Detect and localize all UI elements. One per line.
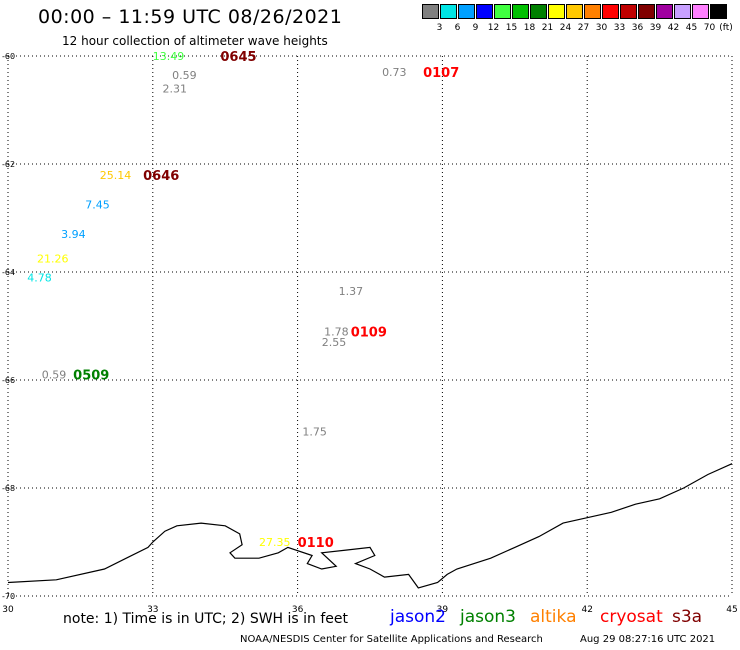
antarctic-coastline: [7, 463, 733, 589]
legend-label: 39: [649, 23, 662, 33]
legend-label: 21: [541, 23, 554, 33]
legend-label: 24: [559, 23, 572, 33]
legend-label: 9: [472, 23, 479, 33]
legend-label: 27: [577, 23, 590, 33]
legend-label: 33: [613, 23, 626, 33]
pass-time: 0109: [351, 325, 387, 340]
lat-lon-grid: [7, 55, 733, 597]
satellite-altika: altika: [530, 607, 577, 627]
latitude-label: -60: [2, 52, 15, 61]
pass-time: 0646: [143, 169, 179, 184]
longitude-label: 45: [726, 605, 737, 615]
longitude-label: 33: [147, 605, 158, 615]
generation-timestamp: Aug 29 08:27:16 UTC 2021: [580, 634, 716, 645]
wave-height-value: 21.26: [37, 253, 69, 266]
legend-label: 18: [523, 23, 536, 33]
legend-swatch: [530, 4, 547, 19]
legend-label: 12: [487, 23, 500, 33]
legend-label: 3: [436, 23, 443, 33]
legend-swatch: [584, 4, 601, 19]
wave-height-value: 4.78: [27, 271, 52, 284]
latitude-label: -68: [2, 484, 15, 493]
wave-height-value: 3.94: [61, 228, 86, 241]
satellite-jason3: jason3: [460, 607, 516, 627]
legend-label: 30: [595, 23, 608, 33]
wave-height-value: 1.37: [339, 285, 364, 298]
longitude-labels: 30 33 36 39 42 45: [2, 605, 737, 615]
longitude-label: 42: [581, 605, 592, 615]
latitude-label: -64: [2, 268, 15, 277]
legend-swatch: [512, 4, 529, 19]
wave-height-value: 1.78: [324, 325, 349, 338]
legend-swatch: [656, 4, 673, 19]
legend-swatch: [548, 4, 565, 19]
legend-swatch: [692, 4, 709, 19]
legend-swatch: [476, 4, 493, 19]
wave-height-observations: 13.490.592.3125.147.453.9421.264.780.590…: [27, 50, 406, 549]
wave-height-value: 1.75: [302, 425, 327, 438]
legend-swatch: [710, 4, 727, 19]
wave-height-value: 2.55: [322, 336, 347, 349]
wave-height-value: 13.49: [153, 50, 185, 63]
legend-label: 42: [667, 23, 680, 33]
legend-swatch: [602, 4, 619, 19]
latitude-label: -70: [2, 592, 15, 601]
legend-swatch: [566, 4, 583, 19]
latitude-label: -66: [2, 376, 15, 385]
latitude-label: -62: [2, 160, 15, 169]
wave-height-value: 7.45: [85, 199, 110, 212]
map-title: 00:00 – 11:59 UTC 08/26/2021: [38, 6, 343, 28]
wave-height-value: 27.35: [259, 536, 291, 549]
wave-height-value: 0.59: [42, 369, 67, 382]
longitude-label: 36: [292, 605, 304, 615]
credit-line: NOAA/NESDIS Center for Satellite Applica…: [240, 634, 543, 645]
wave-height-value: 0.73: [382, 66, 407, 79]
legend-swatch: [422, 4, 439, 19]
wave-height-value: 2.31: [162, 82, 187, 95]
wave-height-value: 0.59: [172, 69, 197, 82]
footnote: note: 1) Time is in UTC; 2) SWH is in fe…: [63, 611, 349, 627]
wave-height-value: 25.14: [100, 169, 132, 182]
longitude-label: 39: [437, 605, 449, 615]
legend-label: 45: [685, 23, 698, 33]
longitude-label: 30: [2, 605, 14, 615]
legend-swatch: [620, 4, 637, 19]
legend-swatch: [638, 4, 655, 19]
pass-time: 0509: [73, 369, 109, 384]
legend-swatch: [440, 4, 457, 19]
pass-time: 0110: [298, 536, 334, 551]
map-subtitle: 12 hour collection of altimeter wave hei…: [62, 34, 328, 48]
legend-label: 70: [703, 23, 716, 33]
satellite-cryosat: cryosat: [600, 607, 663, 627]
legend-label: 36: [631, 23, 644, 33]
pass-time-labels: 0645 0107 0646 0109 0509 0110: [73, 50, 459, 551]
satellite-jason2: jason2: [390, 607, 446, 627]
latitude-labels: -60 -62 -64 -66 -68 -70: [2, 52, 15, 601]
satellite-s3a: s3a: [672, 607, 703, 627]
legend-label: 15: [505, 23, 518, 33]
pass-time: 0107: [423, 66, 459, 81]
legend-unit: (ft): [719, 23, 733, 33]
legend-swatch: [674, 4, 691, 19]
legend-swatch: [494, 4, 511, 19]
legend-label: 6: [454, 23, 461, 33]
pass-time: 0645: [220, 50, 256, 65]
legend-swatch: [458, 4, 475, 19]
